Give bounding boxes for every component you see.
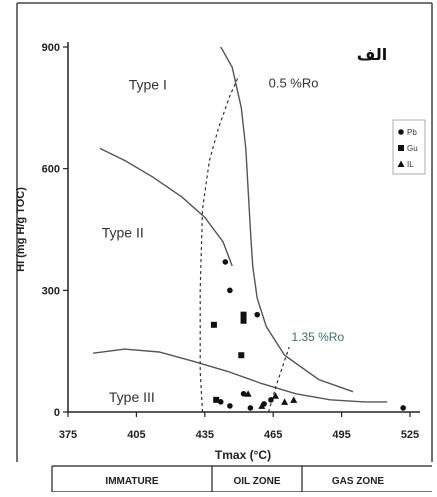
curves: [93, 46, 388, 413]
legend-label-gu: Gu: [407, 144, 418, 153]
point-pb: [247, 405, 254, 411]
x-tick-label: 525: [401, 429, 419, 441]
point-il: [258, 402, 266, 409]
zone-label-gas-zone: GAS ZONE: [332, 476, 385, 487]
zones-bar: IMMATURE OIL ZONE GAS ZONE: [51, 465, 432, 493]
point-gu: [240, 317, 247, 324]
point-gu: [213, 396, 220, 403]
curve-type-i: [220, 46, 354, 393]
labels: الف Type I Type II Type III 0.5 %Ro 1.35 %Ro: [102, 47, 388, 405]
legend-marker-il: [397, 160, 405, 167]
curve-type-ii: [99, 147, 233, 267]
x-tick-label: 465: [264, 429, 282, 441]
point-gu: [210, 321, 217, 328]
axes: 375 405 435 465 495 525 0 300 600 900 Tmax (°C) HI …: [15, 42, 420, 462]
curve-0-5-ro: [199, 75, 240, 413]
x-tick-label: 375: [59, 429, 77, 441]
point-il: [271, 392, 279, 399]
curve-type-iii: [93, 348, 388, 403]
legend: Pb Gu IL: [392, 119, 426, 175]
legend-label-pb: Pb: [407, 128, 417, 137]
point-il: [290, 396, 298, 403]
point-pb: [240, 390, 247, 397]
curve-label-type-ii: Type II: [102, 225, 144, 241]
y-tick-label: 300: [42, 285, 60, 297]
zone-label-immature: IMMATURE: [105, 476, 158, 487]
point-gu: [238, 352, 245, 359]
legend-marker-gu: [398, 145, 404, 151]
point-pb: [227, 287, 233, 294]
curve-label-type-iii: Type III: [109, 389, 155, 405]
y-tick-label: 600: [42, 164, 60, 176]
x-tick-label: 435: [196, 429, 214, 441]
point-il: [281, 398, 289, 405]
chart-title: الف: [357, 47, 388, 64]
x-tick-label: 495: [332, 429, 350, 441]
curve-label-0-5-ro: 0.5 %Ro: [269, 76, 319, 91]
legend-label-il: IL: [407, 160, 414, 169]
x-axis-label: Tmax (°C): [215, 448, 271, 462]
point-pb: [227, 403, 233, 409]
zone-label-oil-zone: OIL ZONE: [233, 476, 280, 487]
y-tick-label: 0: [54, 407, 60, 419]
y-tick-label: 900: [42, 42, 60, 54]
y-axis-label: HI (mg H/g TOC): [15, 187, 27, 272]
point-pb: [222, 259, 229, 265]
point-pb: [217, 399, 224, 405]
point-pb: [254, 311, 261, 318]
point-pb: [400, 405, 406, 411]
data-points: [210, 259, 406, 411]
point-il: [244, 390, 252, 397]
x-tick-label: 405: [127, 429, 145, 441]
frame: [16, 2, 433, 462]
legend-marker-pb: [398, 129, 404, 135]
curve-label-type-i: Type I: [129, 77, 167, 93]
point-gu: [240, 311, 247, 318]
curve-label-1-35-ro: 1.35 %Ro: [291, 330, 344, 344]
